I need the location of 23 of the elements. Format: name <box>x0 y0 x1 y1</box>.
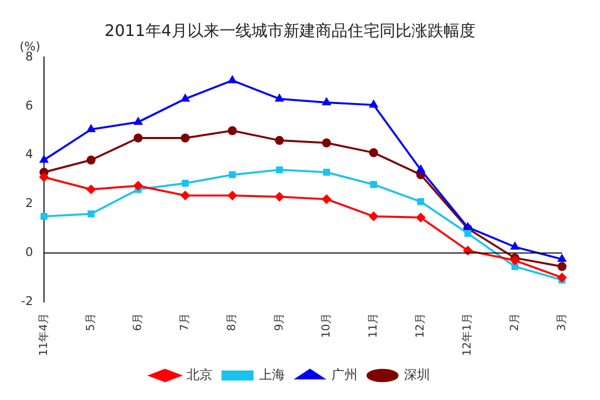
x-tick-label: 8月 <box>225 313 238 332</box>
x-tick-label: 7月 <box>178 313 192 332</box>
y-tick-label: 6 <box>25 98 33 112</box>
x-tick-label: 3月 <box>554 313 568 332</box>
x-tick-label: 12年1月 <box>460 313 474 356</box>
x-tick-label: 9月 <box>272 313 286 332</box>
y-tick-label: -2 <box>20 294 33 308</box>
y-tick-label: 2 <box>25 196 33 210</box>
x-tick-label: 12月 <box>414 313 427 338</box>
legend-label: 北京 <box>186 368 212 383</box>
x-tick-label: 11年4月 <box>36 313 50 356</box>
x-tick-label: 5月 <box>84 313 97 332</box>
y-axis-title: (%) <box>20 39 40 54</box>
legend-label: 深圳 <box>404 368 430 383</box>
y-tick-label: 4 <box>25 147 33 162</box>
y-tick-label: 0 <box>25 245 33 260</box>
x-tick-label: 2月 <box>508 313 521 332</box>
x-tick-label: 10月 <box>319 313 332 338</box>
x-tick-label: 6月 <box>131 313 144 332</box>
chart-title: 2011年4月以来一线城市新建商品住宅同比涨跌幅度 <box>104 20 476 40</box>
x-tick-label: 11月 <box>366 313 380 338</box>
legend-label: 广州 <box>332 368 358 383</box>
legend-label: 上海 <box>259 368 285 383</box>
